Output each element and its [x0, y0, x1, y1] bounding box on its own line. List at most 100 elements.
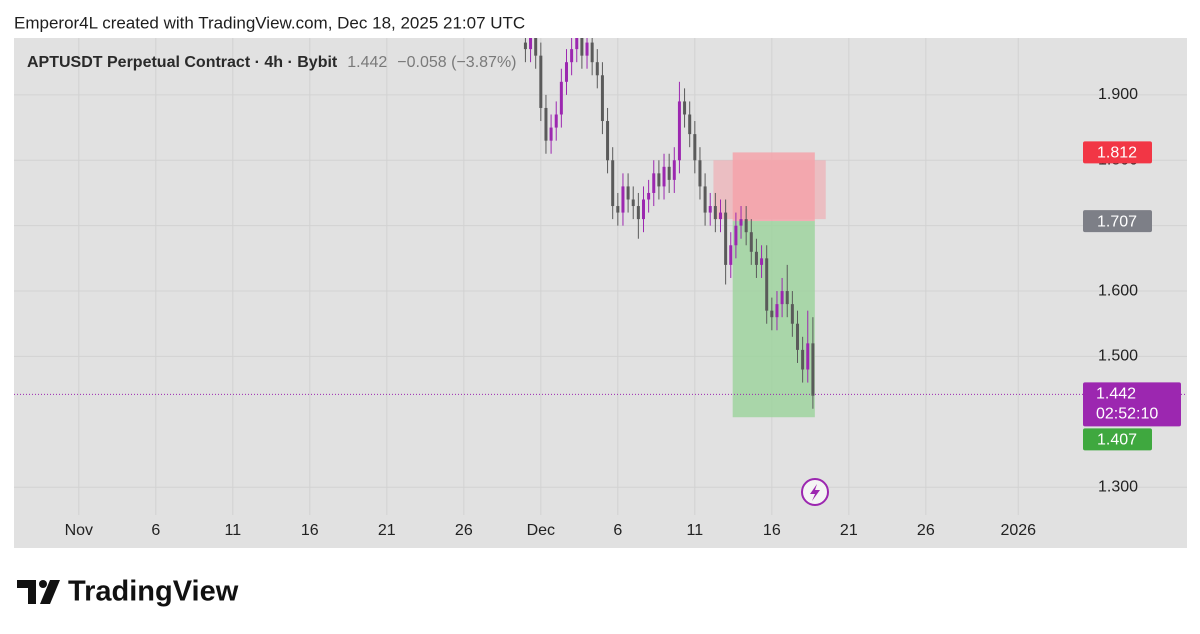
brand: TradingView: [68, 576, 239, 608]
logo-slash: [40, 580, 60, 604]
candle-body: [549, 127, 553, 141]
candle-body: [539, 55, 543, 108]
candle-body: [754, 251, 758, 265]
candle-body: [672, 160, 676, 180]
x-tick-label: Nov: [65, 522, 93, 539]
y-tick-label: 1.500: [1098, 348, 1138, 365]
grid: [14, 38, 1187, 515]
entry-badge-bg: [1083, 210, 1152, 233]
candle-body: [760, 258, 764, 265]
candle-body: [698, 160, 702, 187]
candle-body: [749, 232, 753, 252]
candle-body: [657, 173, 661, 187]
candle-body: [570, 49, 574, 63]
labels: 1.3001.5001.6001.7001.8001.900Nov6111621…: [65, 86, 1181, 539]
candle-body: [647, 192, 651, 200]
x-tick-label: 21: [378, 522, 396, 539]
logo-dot: [39, 580, 47, 588]
x-tick-label: 16: [763, 522, 781, 539]
candle-body: [626, 186, 630, 200]
candle-body: [534, 38, 538, 56]
symbol-title: APTUSDT Perpetual Contract · 4h · Bybit: [27, 54, 338, 71]
candle-body: [688, 114, 692, 135]
candle-body: [718, 212, 722, 220]
candle-body: [801, 349, 805, 370]
stop-badge: 1.812: [1097, 145, 1137, 162]
candle-body: [693, 134, 697, 161]
candle-body: [585, 42, 589, 56]
candle-body: [559, 81, 563, 115]
candle-body: [641, 199, 645, 220]
x-tick-label: 6: [151, 522, 160, 539]
y-tick-label: 1.900: [1098, 86, 1138, 103]
candle-body: [611, 160, 615, 207]
x-tick-label: 16: [301, 522, 319, 539]
legend-change: −0.058 (−3.87%): [397, 54, 516, 71]
candle-body: [677, 101, 681, 161]
candle-body: [708, 206, 712, 213]
candle-body: [713, 206, 717, 220]
candle-body: [703, 186, 707, 213]
candle-body: [631, 199, 635, 207]
entry-badge: 1.707: [1097, 213, 1137, 230]
x-tick-label: 6: [613, 522, 622, 539]
candle-body: [790, 304, 794, 324]
candle-body: [795, 323, 799, 350]
credit: Emperor4L created with TradingView.com, …: [14, 13, 525, 32]
candles: [523, 38, 815, 409]
target-badge-bg: [1083, 428, 1152, 451]
y-tick-label: 1.600: [1098, 282, 1138, 299]
target-badge: 1.407: [1097, 432, 1137, 449]
candle-body: [744, 219, 748, 233]
x-tick-label: 26: [455, 522, 473, 539]
candle-body: [554, 114, 558, 128]
candle-body: [636, 206, 640, 220]
icon-bolt: [810, 484, 820, 501]
candle-body: [529, 38, 533, 50]
candle-body: [739, 219, 743, 226]
candle-body: [785, 291, 789, 305]
candle-body: [724, 212, 728, 265]
legend-price: 1.442: [347, 54, 387, 71]
last-badge-bg: [1083, 382, 1181, 427]
candle-body: [564, 62, 568, 82]
candle-body: [775, 304, 779, 318]
candle-body: [770, 310, 774, 318]
target-zone: [732, 221, 815, 418]
candle-body: [600, 75, 604, 122]
last-badge: 1.442: [1096, 386, 1136, 403]
lightning-icon: [801, 478, 829, 506]
candle-body: [544, 107, 548, 141]
x-tick-label: 21: [840, 522, 858, 539]
candle-body: [683, 101, 687, 115]
candle-body: [595, 62, 599, 76]
x-tick-label: 11: [687, 522, 704, 539]
stop-badge-bg: [1083, 141, 1152, 164]
x-tick-label: Dec: [527, 522, 555, 539]
stop-zone: [732, 152, 815, 222]
candle-body: [806, 343, 810, 370]
x-tick-label: 2026: [1000, 522, 1036, 539]
logo-mark: [17, 580, 36, 604]
legend: APTUSDT Perpetual Contract · 4h · Bybit …: [27, 54, 517, 71]
x-tick-label: 26: [917, 522, 935, 539]
candle-body: [662, 166, 666, 187]
candle-body: [575, 38, 579, 50]
candle-body: [606, 121, 610, 161]
candle-body: [729, 245, 733, 265]
candle-body: [734, 225, 738, 246]
candle-body: [811, 343, 815, 396]
candle-body: [780, 291, 784, 305]
candle-body: [765, 258, 769, 311]
chart-area: [14, 38, 1187, 548]
x-tick-label: 11: [225, 522, 242, 539]
candle-body: [652, 173, 656, 193]
y-tick-label: 1.300: [1098, 478, 1138, 495]
candle-body: [580, 38, 584, 56]
countdown: 02:52:10: [1096, 406, 1158, 423]
candle-body: [621, 186, 625, 213]
candle-body: [523, 42, 527, 50]
candle-body: [616, 206, 620, 213]
candle-body: [667, 166, 671, 180]
